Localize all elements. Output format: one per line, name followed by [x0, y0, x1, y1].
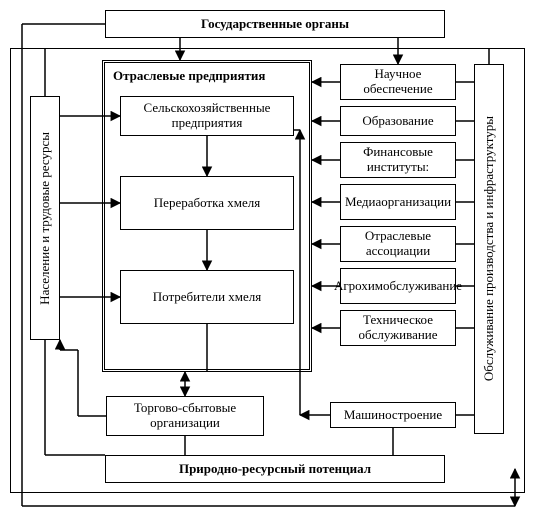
nature-label: Природно-ресурсный потенциал — [179, 462, 371, 477]
proc-box: Переработка хмеля — [120, 176, 294, 230]
infra-box: Обслуживание производства и инфраструкту… — [474, 64, 504, 434]
svc-fin-box: Финансовые институты: — [340, 142, 456, 178]
svc-assoc-label: Отраслевые ассоциации — [345, 229, 451, 259]
agri-label: Сельскохозяйственные предприятия — [125, 101, 289, 131]
gov-label: Государственные органы — [201, 17, 349, 32]
nature-box: Природно-ресурсный потенциал — [105, 455, 445, 483]
mach-label: Машиностроение — [344, 408, 442, 423]
enterprises-title: Отраслевые предприятия — [113, 69, 265, 84]
svc-assoc-box: Отраслевые ассоциации — [340, 226, 456, 262]
diagram-stage: Государственные органы Отраслевые предпр… — [0, 0, 537, 518]
mach-box: Машиностроение — [330, 402, 456, 428]
sales-box: Торгово-сбытовые организации — [106, 396, 264, 436]
population-box: Население и трудовые ресурсы — [30, 96, 60, 340]
agri-box: Сельскохозяйственные предприятия — [120, 96, 294, 136]
svc-agro-box: Агрохимобслуживание — [340, 268, 456, 304]
svc-tech-box: Техническое обслуживание — [340, 310, 456, 346]
svc-media-label: Медиаорганизации — [345, 195, 451, 210]
svc-edu-box: Образование — [340, 106, 456, 136]
cons-box: Потребители хмеля — [120, 270, 294, 324]
cons-label: Потребители хмеля — [153, 290, 262, 305]
svc-agro-label: Агрохимобслуживание — [334, 279, 462, 294]
svc-tech-label: Техническое обслуживание — [345, 313, 451, 343]
proc-label: Переработка хмеля — [154, 196, 260, 211]
svc-sci-label: Научное обеспечение — [345, 67, 451, 97]
svc-fin-label: Финансовые институты: — [345, 145, 451, 175]
sales-label: Торгово-сбытовые организации — [111, 401, 259, 431]
population-label: Население и трудовые ресурсы — [38, 132, 53, 305]
svc-sci-box: Научное обеспечение — [340, 64, 456, 100]
svc-edu-label: Образование — [362, 114, 433, 129]
gov-box: Государственные органы — [105, 10, 445, 38]
infra-label: Обслуживание производства и инфраструкту… — [482, 116, 497, 381]
svc-media-box: Медиаорганизации — [340, 184, 456, 220]
